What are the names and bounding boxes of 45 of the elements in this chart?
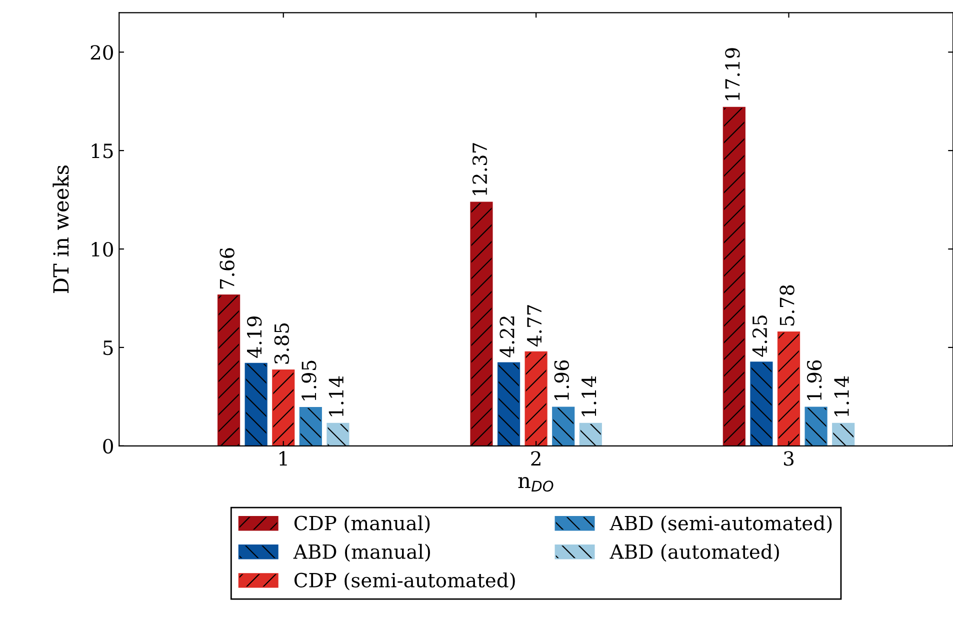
data-label: 1.96 <box>806 360 822 400</box>
x-tick-label: 2 <box>531 451 540 466</box>
legend-label: CDP (semi-automated) <box>294 572 515 590</box>
data-label: 1.96 <box>554 360 569 400</box>
data-label: 4.25 <box>752 316 768 357</box>
data-label: 1.14 <box>834 376 849 416</box>
bar <box>272 370 295 446</box>
legend-label: CDP (manual) <box>294 515 430 534</box>
data-label: 1.14 <box>582 376 596 416</box>
bar <box>832 422 855 446</box>
y-axis-title: DT in weeks <box>52 166 69 294</box>
data-label: 4.22 <box>500 316 514 358</box>
bar <box>299 406 322 446</box>
bar <box>750 362 773 446</box>
data-label: 3.85 <box>274 323 290 364</box>
bar <box>722 106 746 446</box>
legend-label: ABD (automated) <box>610 544 779 562</box>
bar <box>552 406 575 446</box>
data-label: 12.37 <box>472 143 488 196</box>
x-tick-label: 1 <box>280 451 287 466</box>
legend-label: ABD (manual) <box>293 544 430 562</box>
y-tick-label: 20 <box>90 45 113 60</box>
data-label: 17.19 <box>725 48 740 100</box>
y-tick-label: 15 <box>92 144 113 158</box>
bar <box>804 406 828 446</box>
x-tick-label: 3 <box>784 451 794 466</box>
data-label: 1.14 <box>328 376 344 416</box>
bar <box>218 294 240 446</box>
y-tick-label: 5 <box>104 340 113 356</box>
bar <box>497 362 520 446</box>
bar <box>524 351 548 446</box>
data-label: 7.66 <box>220 248 234 289</box>
bar <box>244 362 268 446</box>
data-label: 4.19 <box>247 316 262 358</box>
y-tick-label: 0 <box>103 438 113 454</box>
bar <box>579 422 602 446</box>
data-label: 4.77 <box>526 305 542 346</box>
bar <box>326 422 350 446</box>
x-axis-title: n$_{DO}$ <box>518 476 554 492</box>
bar <box>777 332 800 446</box>
legend-label: ABD (semi-automated) <box>610 515 832 534</box>
y-tick-label: 10 <box>92 242 113 257</box>
data-label: 5.78 <box>780 285 794 326</box>
data-label: 1.95 <box>302 360 316 400</box>
bar <box>470 202 493 446</box>
